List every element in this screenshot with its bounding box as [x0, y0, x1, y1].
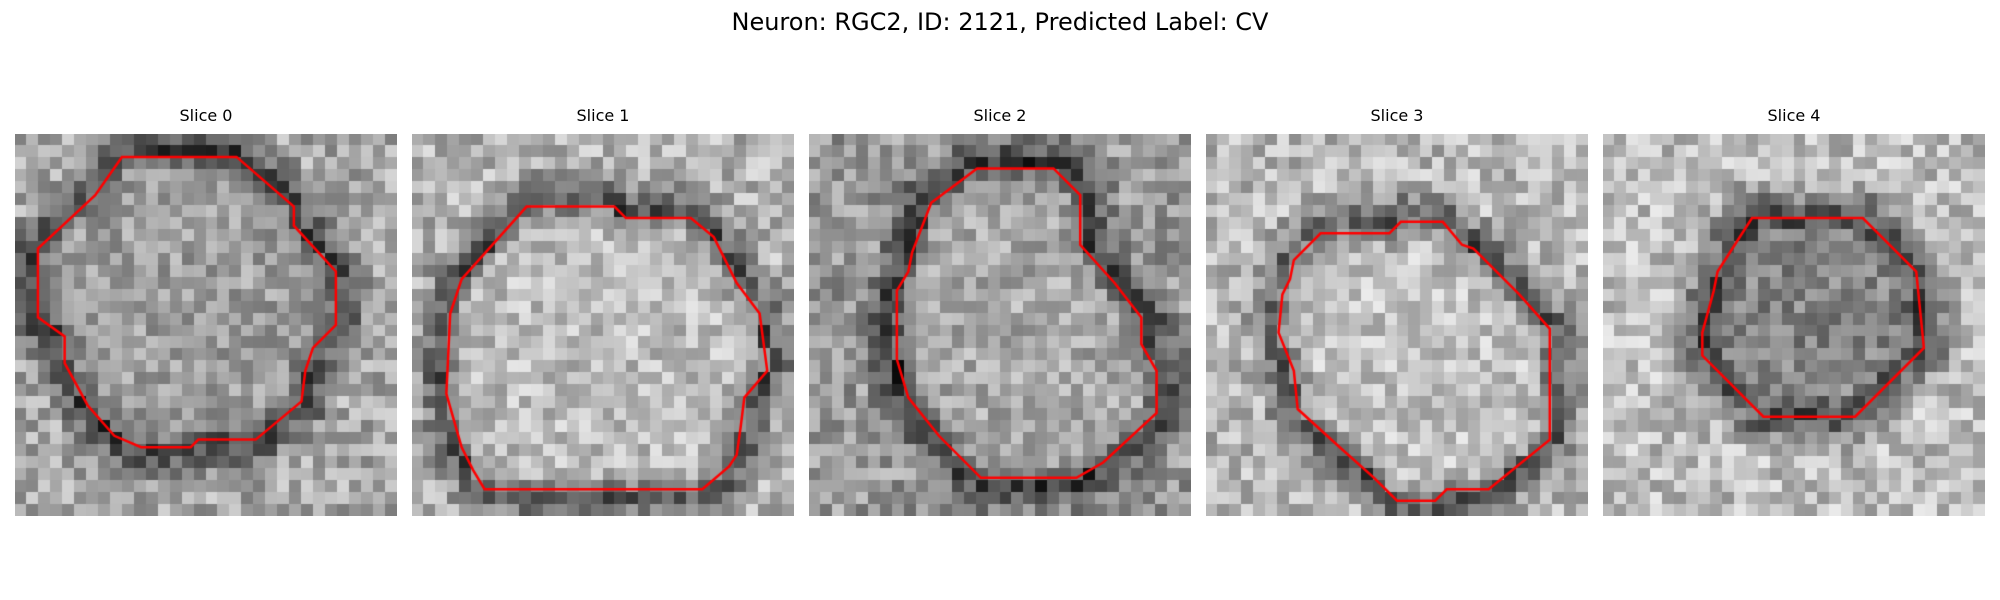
slice-panel-0: Slice 0 — [15, 106, 397, 516]
slice-title: Slice 0 — [179, 106, 233, 125]
slice-panel-3: Slice 3 — [1206, 106, 1588, 516]
slice-title: Slice 3 — [1370, 106, 1424, 125]
slice-image — [412, 134, 794, 516]
slice-image — [1603, 134, 1985, 516]
slice-title: Slice 2 — [973, 106, 1027, 125]
slice-image — [809, 134, 1191, 516]
slice-panel-4: Slice 4 — [1603, 106, 1985, 516]
slice-image — [15, 134, 397, 516]
slice-image — [1206, 134, 1588, 516]
slice-title: Slice 1 — [576, 106, 630, 125]
slice-title: Slice 4 — [1767, 106, 1821, 125]
slice-panel-1: Slice 1 — [412, 106, 794, 516]
slice-panel-2: Slice 2 — [809, 106, 1191, 516]
figure-title: Neuron: RGC2, ID: 2121, Predicted Label:… — [731, 8, 1269, 36]
